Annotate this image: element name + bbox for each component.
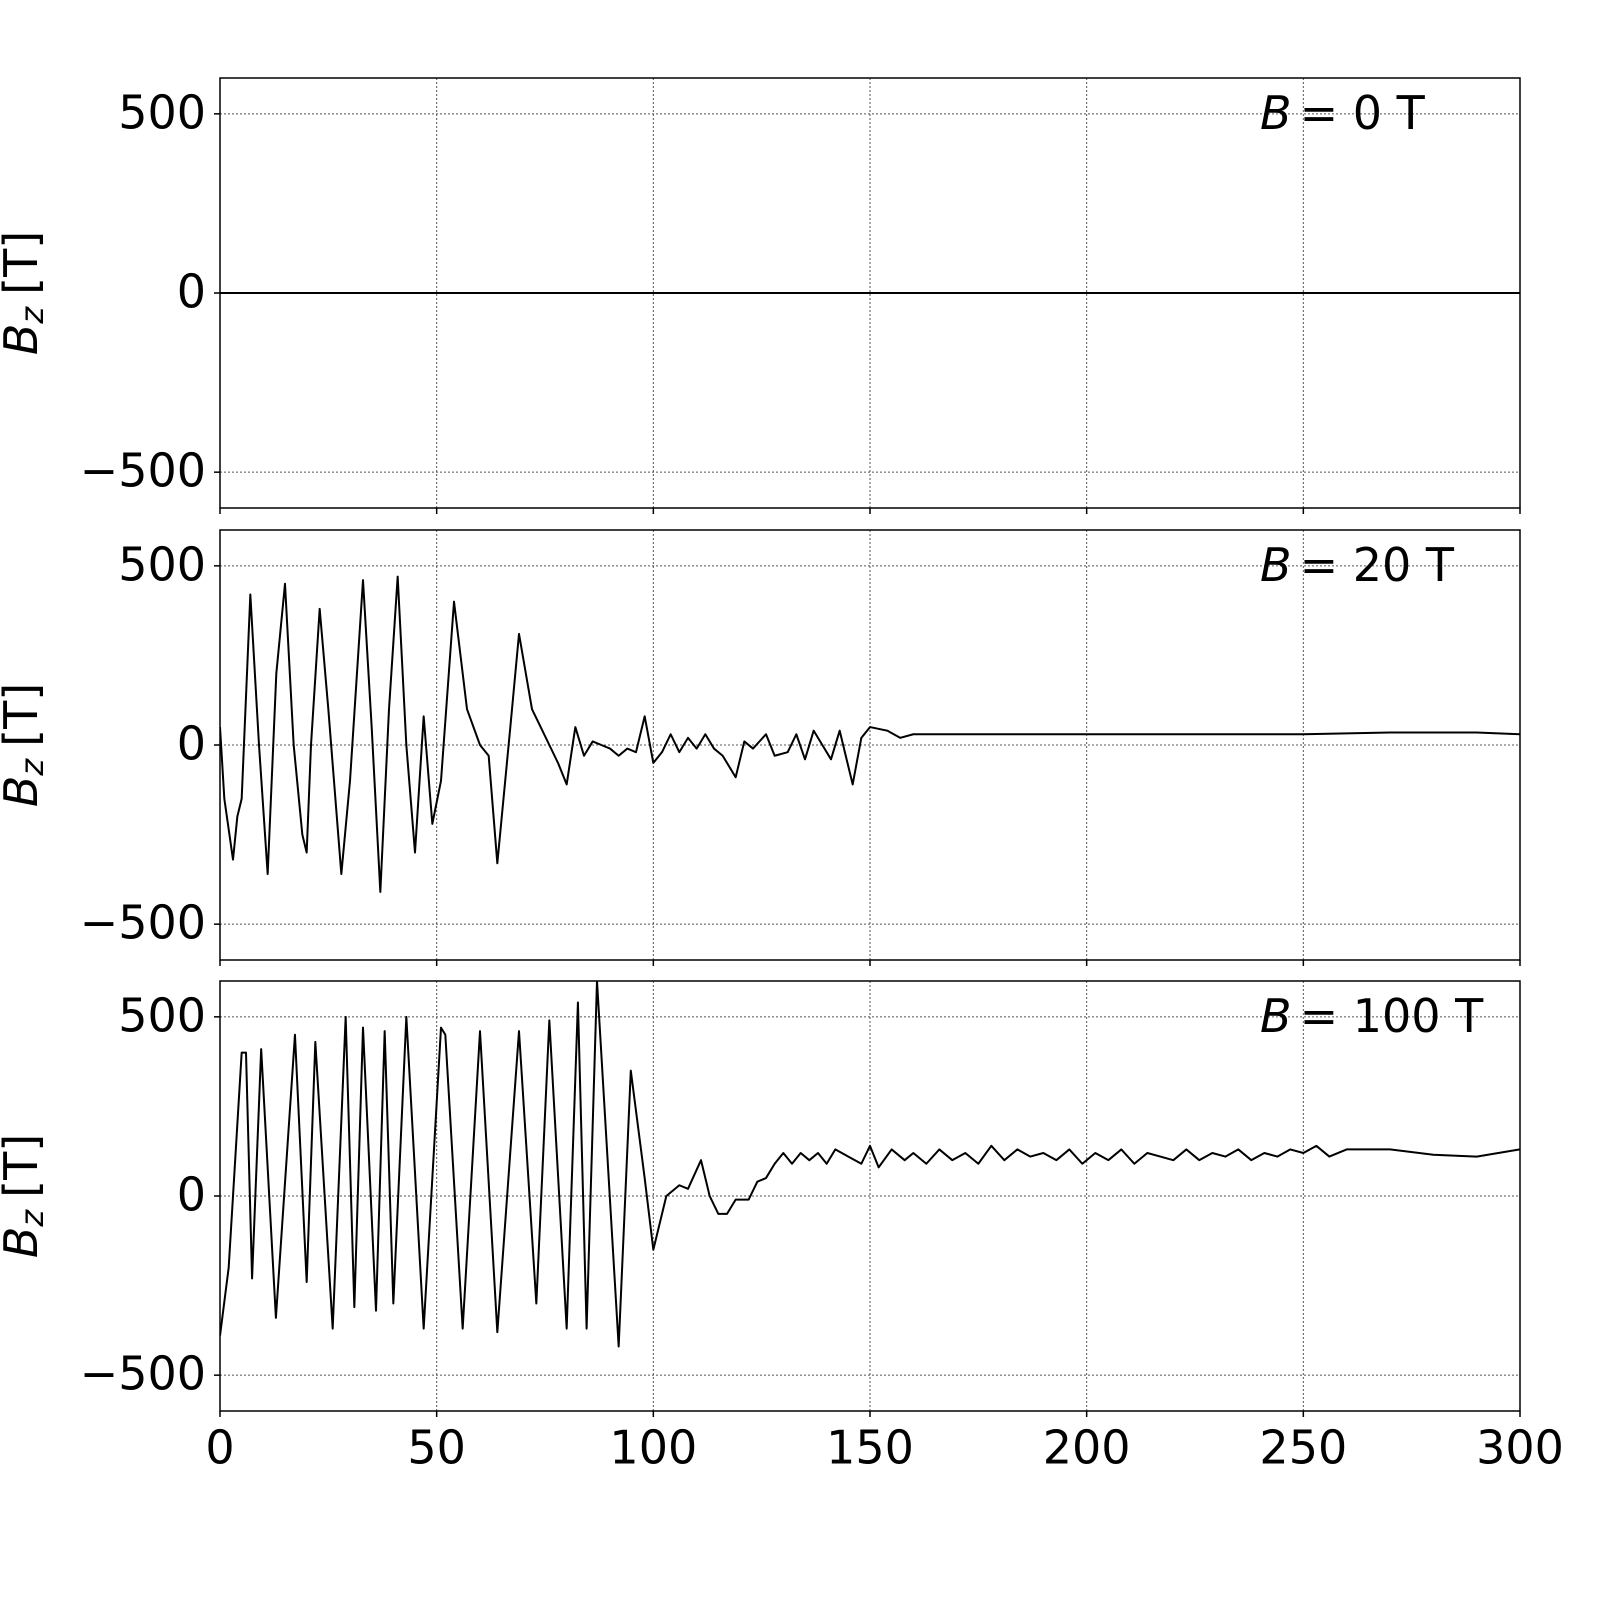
plot-frame	[219, 980, 1521, 1412]
y-tick-label: 0	[177, 717, 206, 771]
y-axis-label: Bz [T]	[0, 1134, 51, 1258]
x-tick-label: 0	[205, 1421, 234, 1475]
annotation: B = 20 T	[1260, 538, 1455, 592]
y-tick-label: −500	[80, 896, 206, 950]
x-tick-label: 150	[826, 1421, 914, 1475]
y-label-unit: [T]	[0, 231, 48, 295]
annotation: B = 0 T	[1260, 86, 1426, 140]
x-tick-label: 100	[609, 1421, 697, 1475]
y-label-subscript: z	[13, 758, 51, 777]
y-axis-label: Bz [T]	[0, 683, 51, 807]
x-tick-label: 300	[1476, 1421, 1564, 1475]
y-label-unit: [T]	[0, 683, 48, 747]
y-tick-label: 0	[177, 265, 206, 319]
annotation-text: = 0 T	[1300, 86, 1426, 140]
annotation: B = 100 T	[1260, 989, 1484, 1043]
y-label-symbol: B	[0, 776, 48, 808]
y-tick-label: −500	[80, 444, 206, 498]
y-tick-label: −500	[80, 1347, 206, 1401]
y-tick-label: 0	[177, 1168, 206, 1222]
annotation-text: = 100 T	[1300, 989, 1485, 1043]
x-tick-label: 200	[1043, 1421, 1131, 1475]
y-label-symbol: B	[0, 1227, 48, 1259]
annotation-symbol: B	[1260, 989, 1292, 1043]
y-axis-label: Bz [T]	[0, 231, 51, 355]
y-label-subscript: z	[13, 306, 51, 325]
annotation-symbol: B	[1260, 86, 1292, 140]
y-label-unit: [T]	[0, 1134, 48, 1198]
data-line	[220, 981, 1520, 1348]
plot-frame	[219, 529, 1521, 961]
x-tick-label: 50	[407, 1421, 466, 1475]
data-line	[220, 575, 1520, 893]
annotation-symbol: B	[1260, 538, 1292, 592]
x-tick-label: 250	[1259, 1421, 1347, 1475]
plot-frame	[219, 77, 1521, 509]
y-label-symbol: B	[0, 324, 48, 356]
y-tick-label: 500	[118, 537, 206, 591]
y-tick-label: 500	[118, 988, 206, 1042]
y-tick-label: 500	[118, 85, 206, 139]
y-label-subscript: z	[13, 1209, 51, 1228]
annotation-text: = 20 T	[1300, 538, 1455, 592]
